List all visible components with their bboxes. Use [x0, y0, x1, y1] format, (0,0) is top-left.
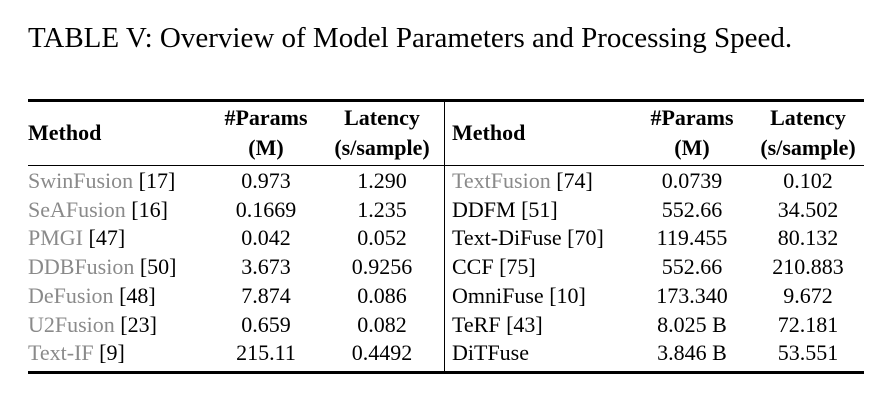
method-cell: SwinFusion [17] — [28, 168, 175, 194]
latency-cell: 1.235 — [357, 197, 407, 222]
latency-cell: 0.102 — [783, 168, 833, 193]
method-name: U2Fusion — [28, 312, 115, 337]
latency-cell: 72.181 — [777, 312, 839, 337]
params-cell: 8.025 B — [657, 312, 727, 337]
method-cell: Text-DiFuse [70] — [452, 225, 604, 251]
method-cell: DiTFuse — [452, 340, 529, 366]
latency-cell: 0.4492 — [351, 340, 413, 365]
citation: [48] — [119, 283, 156, 308]
citation: [47] — [88, 225, 126, 250]
latency-cell: 1.290 — [357, 168, 407, 193]
method-cell: U2Fusion [23] — [28, 312, 157, 338]
citation: [23] — [120, 312, 157, 337]
params-cell: 552.66 — [661, 197, 723, 222]
citation: [43] — [506, 312, 543, 337]
params-cell: 0.042 — [241, 225, 291, 250]
method-name: CCF — [452, 254, 494, 279]
header-cell: Method — [28, 120, 102, 145]
method-cell: OmniFuse [10] — [452, 283, 586, 309]
bottom-rule — [28, 371, 864, 374]
method-cell: TeRF [43] — [452, 312, 543, 338]
header-cell: (M) — [674, 135, 710, 160]
method-name: OmniFuse — [452, 283, 544, 308]
method-name: DeFusion — [28, 283, 114, 308]
params-cell: 0.973 — [241, 168, 291, 193]
method-cell: Text-IF [9] — [28, 340, 125, 366]
citation: [17] — [138, 168, 176, 193]
latency-cell: 0.082 — [357, 312, 407, 337]
method-name: TextFusion — [452, 168, 551, 193]
citation: [9] — [99, 340, 125, 365]
header-cell: (M) — [248, 135, 284, 160]
top-rule — [28, 99, 864, 102]
latency-cell: 34.502 — [777, 197, 839, 222]
method-name: Text-DiFuse — [452, 225, 562, 250]
header-cell: #Params — [650, 105, 734, 130]
method-name: DiTFuse — [452, 340, 529, 365]
header-cell: (s/sample) — [334, 135, 430, 160]
params-cell: 0.0739 — [661, 168, 723, 193]
table-caption: TABLE V: Overview of Model Parameters an… — [28, 22, 793, 54]
method-cell: DDFM [51] — [452, 197, 558, 223]
method-name: Text-IF — [28, 340, 94, 365]
method-name: SwinFusion — [28, 168, 134, 193]
citation: [75] — [499, 254, 536, 279]
citation: [70] — [567, 225, 604, 250]
params-cell: 552.66 — [661, 254, 723, 279]
method-name: SeAFusion — [28, 197, 126, 222]
method-name: DDBFusion — [28, 254, 135, 279]
method-cell: CCF [75] — [452, 254, 536, 280]
params-cell: 3.846 B — [657, 340, 727, 365]
params-cell: 0.659 — [241, 312, 291, 337]
header-cell: Latency — [344, 105, 420, 130]
header-cell: (s/sample) — [760, 135, 856, 160]
params-cell: 7.874 — [241, 283, 291, 308]
method-cell: SeAFusion [16] — [28, 197, 168, 223]
citation: [16] — [131, 197, 168, 222]
latency-cell: 210.883 — [772, 254, 844, 279]
latency-cell: 0.9256 — [351, 254, 413, 279]
header-cell: #Params — [224, 105, 308, 130]
citation: [74] — [556, 168, 593, 193]
header-cell: Latency — [770, 105, 846, 130]
header-rule — [28, 165, 864, 167]
latency-cell: 53.551 — [777, 340, 839, 365]
method-cell: PMGI [47] — [28, 225, 125, 251]
method-name: DDFM — [452, 197, 516, 222]
method-cell: DeFusion [48] — [28, 283, 156, 309]
column-divider — [444, 101, 446, 371]
params-cell: 215.11 — [236, 340, 296, 365]
params-cell: 0.1669 — [235, 197, 297, 222]
method-name: PMGI — [28, 225, 84, 250]
latency-cell: 0.086 — [357, 283, 407, 308]
method-cell: TextFusion [74] — [452, 168, 593, 194]
params-cell: 173.340 — [656, 283, 728, 308]
latency-cell: 9.672 — [783, 283, 833, 308]
params-cell: 3.673 — [241, 254, 291, 279]
citation: [10] — [549, 283, 586, 308]
citation: [51] — [521, 197, 558, 222]
citation: [50] — [139, 254, 177, 279]
latency-cell: 80.132 — [777, 225, 839, 250]
header-cell: Method — [452, 120, 526, 145]
params-cell: 119.455 — [656, 225, 728, 250]
latency-cell: 0.052 — [357, 225, 407, 250]
method-cell: DDBFusion [50] — [28, 254, 177, 280]
method-name: TeRF — [452, 312, 501, 337]
